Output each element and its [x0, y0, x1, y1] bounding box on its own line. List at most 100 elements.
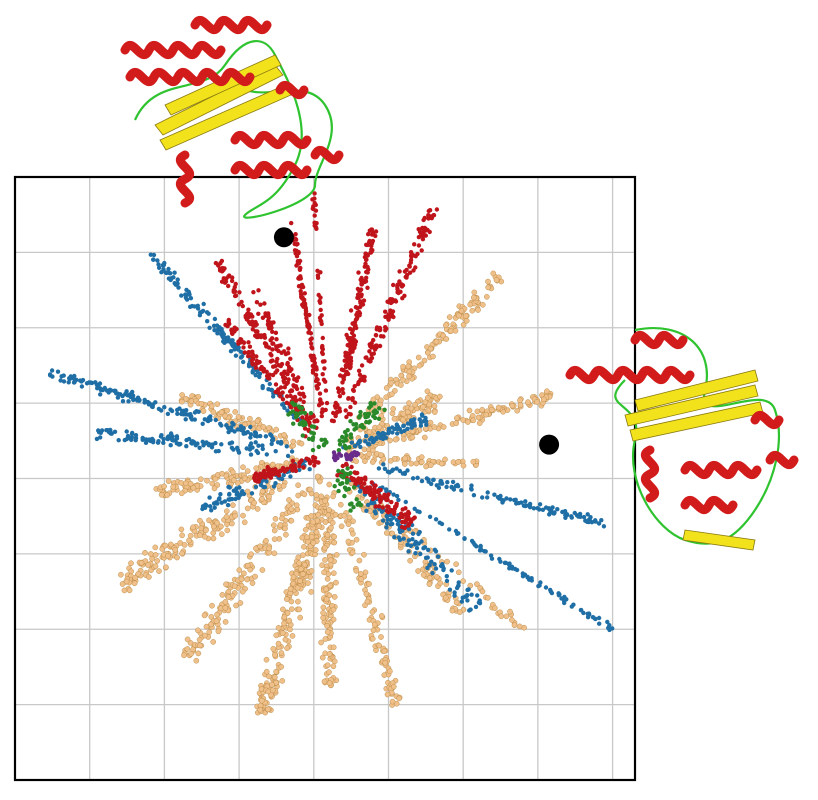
data-point — [373, 229, 379, 234]
data-point — [402, 428, 407, 433]
data-point — [184, 444, 189, 449]
data-point — [345, 521, 352, 528]
data-point — [312, 547, 319, 553]
data-point — [403, 499, 408, 505]
data-point — [147, 551, 154, 557]
data-point — [320, 615, 326, 621]
data-point — [246, 349, 251, 355]
data-point — [599, 518, 604, 523]
data-point — [316, 444, 321, 450]
data-point — [66, 380, 71, 385]
data-point — [195, 650, 202, 657]
data-point — [423, 226, 428, 231]
data-point — [485, 595, 491, 601]
data-point — [393, 504, 398, 509]
data-point — [362, 487, 367, 492]
data-point — [164, 492, 170, 498]
data-point — [219, 279, 225, 284]
data-point — [275, 640, 282, 647]
data-point — [410, 531, 416, 536]
data-point — [236, 567, 243, 573]
data-point — [523, 499, 528, 504]
data-point — [345, 335, 350, 341]
data-point — [197, 476, 204, 483]
data-point — [342, 493, 347, 499]
data-point — [508, 617, 515, 623]
data-point — [313, 372, 319, 378]
data-point — [284, 444, 289, 449]
data-point — [350, 453, 355, 459]
data-point — [408, 260, 413, 265]
data-point — [413, 551, 418, 556]
data-point — [245, 429, 250, 435]
data-point — [273, 481, 278, 486]
data-point — [383, 314, 388, 319]
data-point — [239, 588, 246, 595]
data-point — [438, 478, 443, 484]
data-point — [227, 485, 232, 490]
data-point — [172, 547, 178, 553]
data-point — [314, 473, 321, 480]
data-point — [319, 401, 325, 406]
data-point — [431, 409, 438, 415]
data-point — [358, 409, 363, 415]
data-point — [425, 407, 432, 414]
data-point — [389, 698, 396, 705]
data-point — [278, 343, 283, 348]
data-point — [344, 453, 349, 458]
data-point — [377, 343, 383, 349]
data-point — [348, 435, 354, 440]
data-point — [370, 491, 376, 496]
data-point — [124, 436, 130, 442]
data-point — [269, 358, 274, 364]
data-point — [303, 422, 308, 427]
data-point — [318, 639, 324, 646]
data-point — [187, 292, 192, 297]
data-point — [366, 581, 372, 587]
data-point — [166, 266, 171, 272]
data-point — [192, 304, 197, 309]
data-point — [343, 446, 349, 451]
data-point — [308, 534, 315, 540]
data-point — [359, 477, 364, 482]
data-point — [330, 570, 337, 577]
data-point — [453, 483, 459, 489]
data-point — [346, 396, 351, 401]
data-point — [304, 315, 309, 321]
data-point — [213, 417, 218, 423]
data-point — [376, 504, 382, 509]
data-point — [193, 657, 200, 664]
data-point — [388, 380, 394, 386]
data-point — [401, 423, 406, 428]
data-point — [462, 536, 467, 541]
data-point — [366, 232, 371, 237]
data-point — [430, 353, 436, 360]
data-point — [369, 459, 376, 465]
data-point — [317, 391, 323, 396]
data-point — [324, 662, 331, 669]
data-point — [197, 532, 203, 539]
data-point — [412, 506, 417, 511]
data-point — [218, 523, 224, 530]
data-point — [364, 433, 369, 439]
data-point — [475, 593, 480, 598]
data-point — [231, 488, 236, 493]
data-point — [372, 401, 377, 406]
data-point — [106, 429, 112, 435]
data-point — [235, 445, 240, 450]
data-point — [344, 414, 349, 420]
data-point — [208, 621, 214, 628]
data-point — [376, 431, 382, 437]
data-point — [307, 467, 312, 472]
data-point — [376, 416, 382, 421]
data-point — [95, 386, 100, 391]
data-point — [397, 468, 403, 474]
data-point — [503, 613, 510, 620]
data-point — [333, 579, 339, 586]
data-point — [261, 366, 267, 372]
data-point — [324, 532, 331, 538]
data-point — [358, 377, 363, 382]
data-point — [559, 596, 564, 601]
data-point — [306, 436, 312, 442]
data-point — [361, 425, 366, 430]
